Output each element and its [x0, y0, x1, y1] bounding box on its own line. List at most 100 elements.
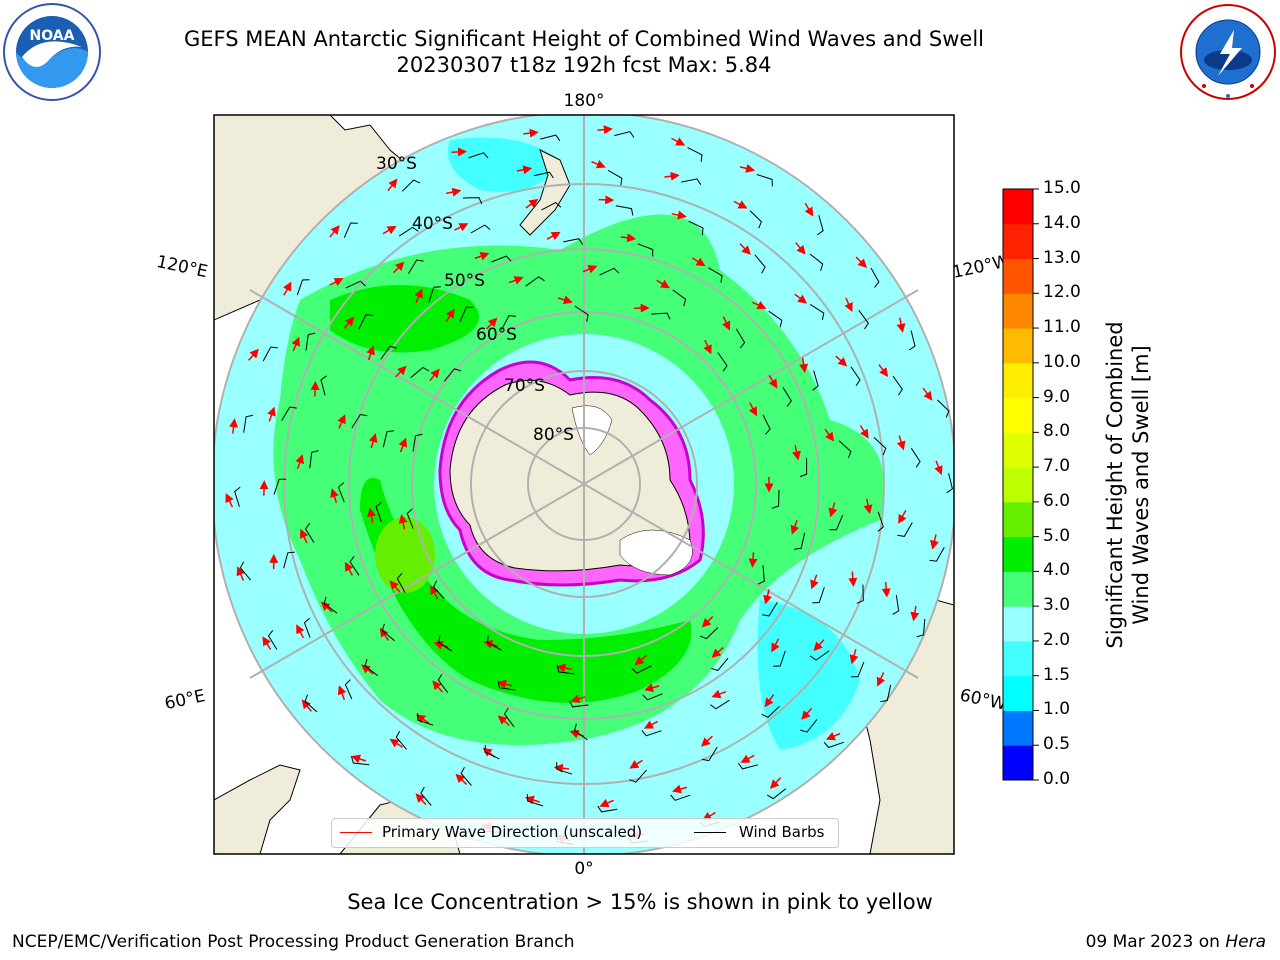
wind-barb	[710, 657, 729, 672]
wave-arrow	[795, 242, 806, 255]
colorbar-tick-label: 13.0	[1043, 247, 1081, 268]
wind-barb	[262, 346, 278, 362]
wave-arrow	[262, 636, 272, 650]
wind-barb	[817, 215, 824, 236]
wind-barb	[309, 450, 319, 469]
wind-barb	[810, 650, 830, 661]
wave-arrow	[881, 582, 891, 598]
wave-arrow	[474, 251, 490, 261]
wave-arrow	[844, 297, 853, 313]
colorbar-segment	[1003, 362, 1033, 399]
wind-barb	[437, 635, 452, 652]
wave-arrow	[398, 437, 408, 453]
wave-arrow	[393, 261, 405, 274]
wave-arrow	[486, 317, 498, 330]
colorbar-segment	[1003, 467, 1033, 503]
footer-machine: Hera	[1225, 932, 1266, 952]
wave-arrow	[267, 406, 276, 422]
wave-arrow	[299, 528, 309, 544]
wave-arrow	[896, 317, 906, 333]
land-africa	[214, 764, 301, 854]
wind-barb	[304, 523, 315, 543]
colorbar-tick-label: 2.0	[1043, 629, 1071, 650]
colorbar-segment	[1003, 328, 1033, 364]
wind-barb	[420, 786, 432, 806]
wind-barb	[432, 580, 445, 600]
wave-arrow	[711, 646, 724, 658]
wave-arrow	[429, 368, 440, 382]
wind-barb	[344, 679, 353, 700]
wave-arrow	[553, 763, 570, 773]
wind-barb	[762, 414, 771, 435]
wave-arrow	[516, 165, 533, 175]
wind-barb	[503, 707, 515, 728]
wave-arrow	[343, 316, 355, 329]
wave-arrow	[225, 493, 234, 508]
wind-barb	[762, 601, 778, 617]
wave-arrow	[828, 502, 838, 518]
wave-arrow	[792, 445, 801, 461]
lon-label-60w: 60°W	[958, 685, 1008, 714]
colorbar-tick-label: 7.0	[1043, 456, 1071, 477]
calm-area-east	[757, 600, 860, 750]
wave-arrow	[703, 339, 712, 355]
wave-arrow	[451, 147, 467, 157]
wave-arrow	[445, 187, 462, 197]
wind-barb	[540, 134, 561, 142]
wind-barb	[641, 730, 662, 737]
wind-barb	[870, 267, 880, 288]
wind-barb	[599, 267, 620, 276]
wave-arrow	[295, 454, 304, 470]
colorbar-segment	[1003, 571, 1033, 607]
wind-barb	[651, 312, 671, 320]
wind-barb	[443, 368, 462, 382]
wind-barb	[375, 501, 382, 523]
wave-arrow	[733, 200, 748, 209]
wind-barb	[406, 508, 414, 529]
wind-barb	[497, 680, 516, 691]
wind-barb	[343, 222, 358, 238]
wave-arrow	[739, 164, 756, 173]
wave-arrow	[236, 566, 245, 581]
wind-barb	[687, 147, 703, 162]
wind-barb	[710, 699, 730, 710]
colorbar-segment	[1003, 223, 1033, 260]
wind-barb	[320, 375, 327, 396]
wave-arrow	[810, 574, 819, 590]
wave-arrow	[367, 507, 376, 523]
wind-barb	[459, 306, 474, 322]
lat-label-40s: 40°S	[412, 214, 453, 234]
wind-barb	[670, 794, 691, 801]
wind-barb	[407, 259, 424, 274]
wind-barb	[756, 174, 773, 187]
wave-arrow	[934, 460, 943, 476]
wind-barb	[296, 279, 310, 296]
wind-barb	[773, 650, 786, 667]
colorbar-segment	[1003, 640, 1033, 677]
colorbar-tick-label: 0.5	[1043, 734, 1071, 755]
wind-barb	[437, 673, 449, 694]
wind-barb	[735, 328, 746, 349]
wave-arrow	[629, 759, 643, 769]
wind-barb	[417, 713, 434, 726]
wind-barb	[563, 238, 584, 245]
wave-arrow	[508, 276, 524, 285]
wind-barb	[303, 617, 311, 638]
wind-barb	[856, 584, 864, 604]
wind-barb	[358, 314, 373, 330]
lon-label-180: 180°	[564, 91, 605, 111]
wave-arrow	[556, 663, 572, 673]
lat-label-60s: 60°S	[476, 325, 517, 345]
wind-barb	[396, 572, 406, 593]
colorbar-segment	[1003, 745, 1033, 781]
wind-barb	[909, 330, 916, 351]
wind-barb	[533, 171, 554, 179]
colorbar-frame	[1002, 188, 1034, 781]
colorbar-segment	[1003, 189, 1033, 225]
wind-barb	[351, 413, 368, 429]
wave-arrow	[455, 773, 468, 785]
wind-barb	[468, 152, 489, 159]
wind-barb	[486, 635, 502, 651]
wave-arrow	[656, 279, 670, 289]
wave-arrow	[591, 159, 606, 169]
